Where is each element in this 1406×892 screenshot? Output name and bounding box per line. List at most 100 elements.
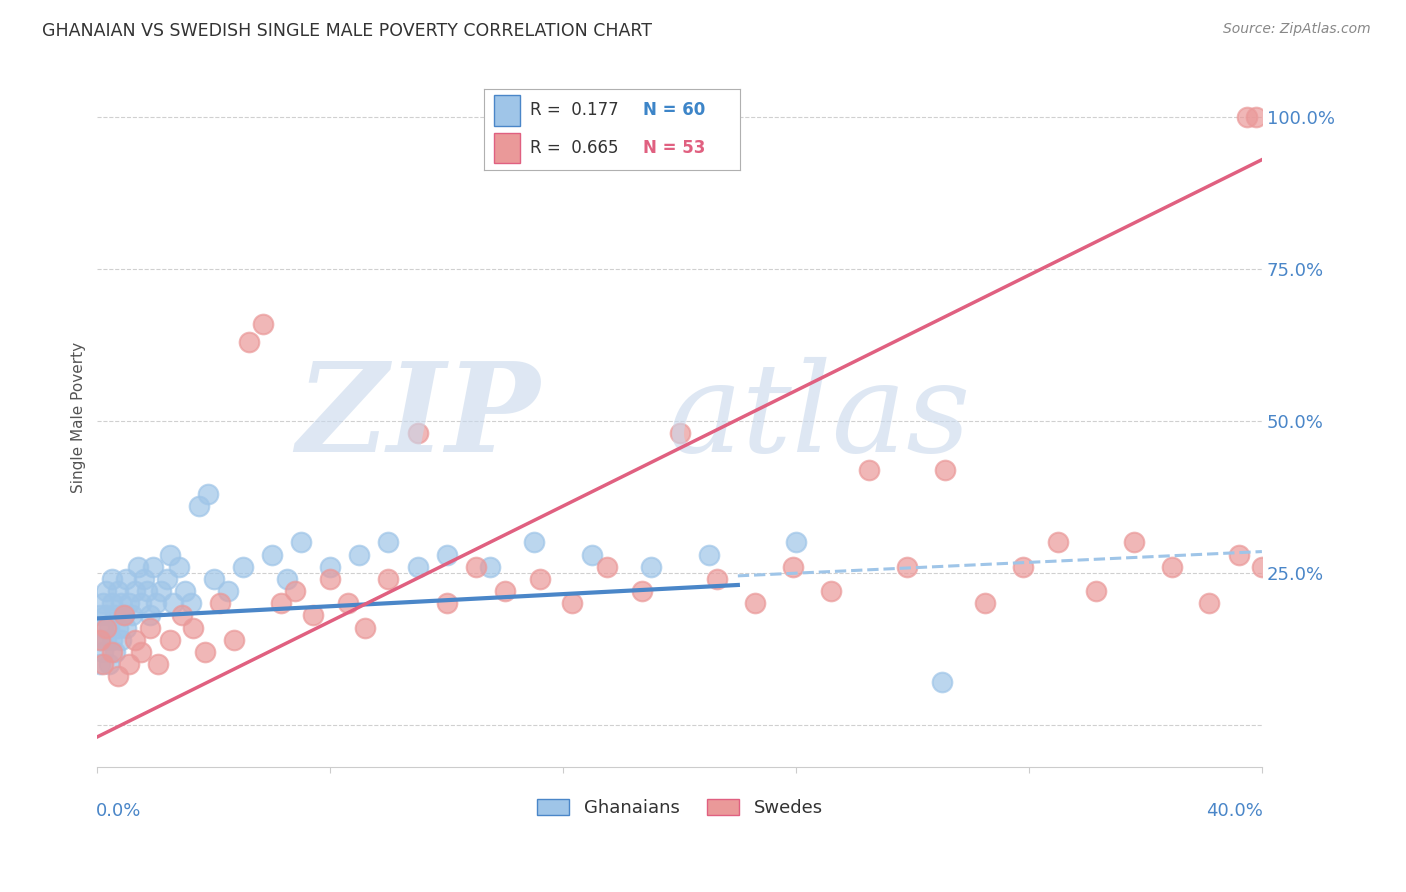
Point xyxy=(1198,596,1220,610)
Y-axis label: Single Male Poverty: Single Male Poverty xyxy=(72,343,86,493)
Point xyxy=(744,596,766,610)
Point xyxy=(197,487,219,501)
Point xyxy=(98,620,121,634)
Point xyxy=(494,584,516,599)
Point xyxy=(139,608,162,623)
Point xyxy=(319,572,342,586)
Point xyxy=(167,559,190,574)
Point xyxy=(150,584,173,599)
Point xyxy=(479,559,502,574)
Point xyxy=(110,596,132,610)
Point xyxy=(142,559,165,574)
Point xyxy=(91,645,114,659)
Point xyxy=(94,620,117,634)
Text: ZIP: ZIP xyxy=(297,357,540,479)
Point xyxy=(931,675,953,690)
Point xyxy=(170,608,193,623)
Point xyxy=(107,669,129,683)
Point xyxy=(194,645,217,659)
Point xyxy=(115,620,138,634)
Point xyxy=(1244,110,1267,124)
Point xyxy=(260,548,283,562)
Point xyxy=(104,645,127,659)
Point xyxy=(94,632,117,647)
Point xyxy=(217,584,239,599)
Point xyxy=(132,572,155,586)
Point xyxy=(101,572,124,586)
Text: 40.0%: 40.0% xyxy=(1206,802,1263,820)
Point xyxy=(668,426,690,441)
Point xyxy=(270,596,292,610)
Point xyxy=(127,559,149,574)
Point xyxy=(406,426,429,441)
Point xyxy=(110,632,132,647)
Point xyxy=(284,584,307,599)
Point xyxy=(173,584,195,599)
Point xyxy=(107,584,129,599)
Point xyxy=(523,535,546,549)
Point xyxy=(159,632,181,647)
Point xyxy=(1047,535,1070,549)
Point xyxy=(436,548,458,562)
Point xyxy=(94,584,117,599)
Point xyxy=(581,548,603,562)
Point xyxy=(561,596,583,610)
Point xyxy=(91,657,114,671)
Point xyxy=(934,462,956,476)
Point xyxy=(121,608,143,623)
Point xyxy=(406,559,429,574)
Point xyxy=(436,596,458,610)
Point xyxy=(208,596,231,610)
Point xyxy=(89,632,111,647)
Point xyxy=(188,499,211,513)
Point xyxy=(91,596,114,610)
Point xyxy=(238,334,260,349)
Point xyxy=(276,572,298,586)
Point xyxy=(820,584,842,599)
Point xyxy=(202,572,225,586)
Point xyxy=(159,548,181,562)
Point xyxy=(706,572,728,586)
Point xyxy=(1251,559,1274,574)
Point xyxy=(148,657,170,671)
Point xyxy=(464,559,486,574)
Point xyxy=(377,572,399,586)
Point xyxy=(1227,548,1250,562)
Point xyxy=(529,572,551,586)
Text: GHANAIAN VS SWEDISH SINGLE MALE POVERTY CORRELATION CHART: GHANAIAN VS SWEDISH SINGLE MALE POVERTY … xyxy=(42,22,652,40)
Point xyxy=(162,596,184,610)
Point xyxy=(1236,110,1258,124)
Point xyxy=(785,535,807,549)
Point xyxy=(630,584,652,599)
Point xyxy=(101,632,124,647)
Point xyxy=(107,620,129,634)
Point xyxy=(98,657,121,671)
Point xyxy=(858,462,880,476)
Point xyxy=(1160,559,1182,574)
Point xyxy=(232,559,254,574)
Legend: Ghanaians, Swedes: Ghanaians, Swedes xyxy=(530,792,830,824)
Point xyxy=(112,608,135,623)
Point xyxy=(118,657,141,671)
Point xyxy=(124,584,146,599)
Point xyxy=(101,596,124,610)
Point xyxy=(290,535,312,549)
Point xyxy=(1084,584,1107,599)
Point xyxy=(183,620,205,634)
Point xyxy=(252,317,274,331)
Point xyxy=(1122,535,1144,549)
Point xyxy=(896,559,918,574)
Point xyxy=(301,608,323,623)
Point xyxy=(1012,559,1035,574)
Point xyxy=(974,596,997,610)
Text: atlas: atlas xyxy=(668,357,972,479)
Point xyxy=(89,632,111,647)
Point xyxy=(115,572,138,586)
Point xyxy=(782,559,804,574)
Point xyxy=(336,596,359,610)
Point xyxy=(112,608,135,623)
Text: 0.0%: 0.0% xyxy=(96,802,142,820)
Point xyxy=(104,608,127,623)
Text: Source: ZipAtlas.com: Source: ZipAtlas.com xyxy=(1223,22,1371,37)
Point xyxy=(596,559,619,574)
